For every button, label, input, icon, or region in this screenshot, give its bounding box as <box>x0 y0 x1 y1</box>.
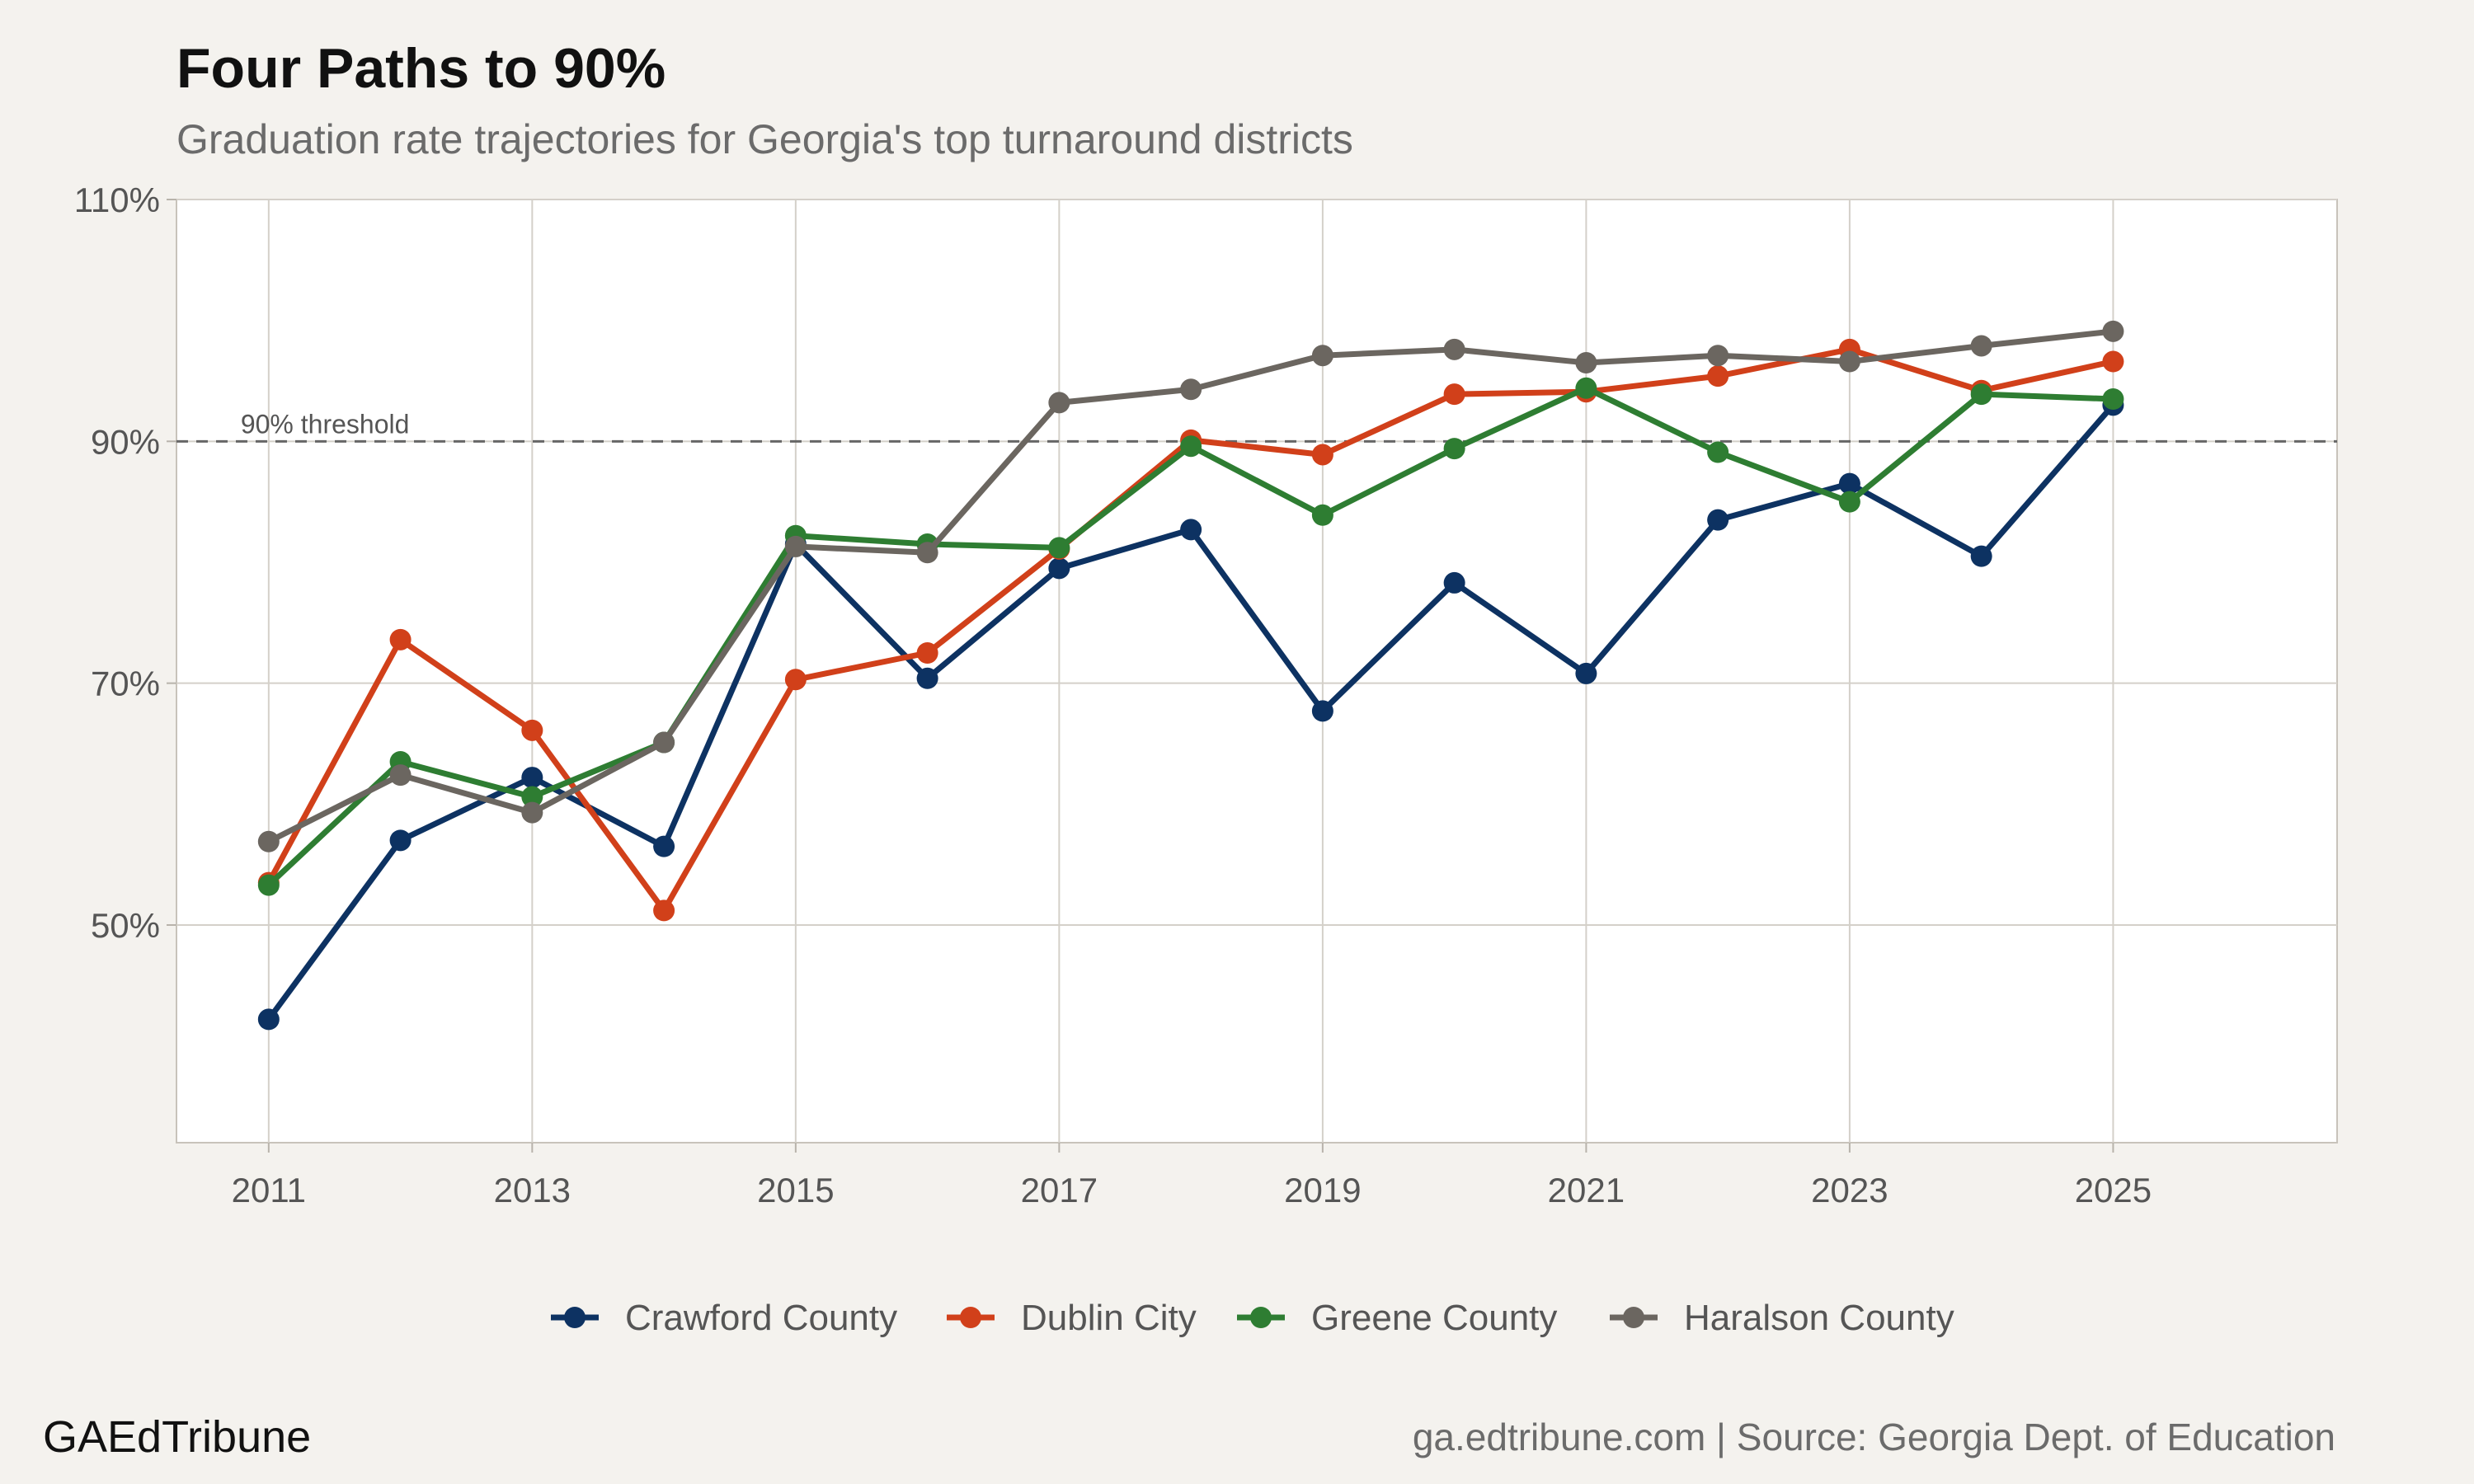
data-point-haralson-county <box>389 764 412 787</box>
x-tick-label: 2025 <box>2075 1171 2152 1209</box>
x-tick-label: 2011 <box>232 1171 306 1209</box>
data-point-haralson-county <box>1707 345 1729 367</box>
data-point-greene-county <box>2102 388 2124 410</box>
data-point-haralson-county <box>653 731 675 754</box>
data-point-crawford-county <box>653 835 675 857</box>
data-point-crawford-county <box>521 767 543 789</box>
data-point-dublin-city <box>1311 444 1333 466</box>
legend-label-dublin-city: Dublin City <box>1021 1298 1197 1338</box>
axis-labels: 2011 2013 2015 2017 2019 2021 2023 2025 50% 70% 90… <box>74 181 2152 1209</box>
y-tick-label: 90% <box>91 422 160 461</box>
data-point-haralson-county <box>1575 352 1597 373</box>
x-tick-label: 2013 <box>494 1171 571 1209</box>
source-credit: ga.edtribune.com | Source: Georgia Dept.… <box>1412 1416 2335 1458</box>
y-tick-label: 50% <box>91 906 160 945</box>
data-point-greene-county <box>1970 383 1992 406</box>
data-point-crawford-county <box>1575 662 1597 684</box>
data-point-crawford-county <box>1311 700 1333 722</box>
data-point-greene-county <box>1838 491 1860 513</box>
chart-subtitle: Graduation rate trajectories for Georgia… <box>176 116 1353 162</box>
legend-label-greene-county: Greene County <box>1311 1298 1557 1338</box>
data-point-dublin-city <box>1443 383 1465 406</box>
legend-label-crawford-county: Crawford County <box>625 1298 897 1338</box>
x-tick-label: 2023 <box>1811 1171 1888 1209</box>
series-group <box>257 320 2124 1031</box>
data-point-haralson-county <box>2102 320 2124 342</box>
data-point-greene-county <box>1311 504 1333 526</box>
data-point-dublin-city <box>916 642 938 664</box>
x-tick-label: 2017 <box>1021 1171 1098 1209</box>
x-tick-label: 2015 <box>757 1171 834 1209</box>
data-point-haralson-county <box>521 801 543 824</box>
data-point-greene-county <box>1180 435 1202 458</box>
data-point-greene-county <box>257 874 280 896</box>
data-point-dublin-city <box>2102 350 2124 373</box>
data-point-haralson-county <box>1443 338 1465 360</box>
data-point-haralson-county <box>1180 378 1202 401</box>
threshold-label: 90% threshold <box>241 409 410 439</box>
legend-marker-haralson-county <box>1623 1307 1644 1328</box>
data-point-crawford-county <box>1970 545 1992 567</box>
data-point-crawford-county <box>1838 472 1860 495</box>
x-tick-label: 2019 <box>1284 1171 1361 1209</box>
data-point-greene-county <box>521 786 543 808</box>
plot-area <box>176 199 2338 1144</box>
y-tick-label: 70% <box>91 665 160 703</box>
data-point-greene-county <box>1443 438 1465 460</box>
data-point-crawford-county <box>1180 519 1202 541</box>
data-point-haralson-county <box>1970 335 1992 357</box>
data-point-crawford-county <box>257 1008 280 1031</box>
data-point-haralson-county <box>916 542 938 564</box>
legend-marker-dublin-city <box>960 1307 981 1328</box>
y-tick-label: 110% <box>74 181 160 219</box>
data-point-crawford-county <box>1707 509 1729 531</box>
data-point-greene-county <box>1707 441 1729 463</box>
legend-marker-crawford-county <box>564 1307 586 1328</box>
data-point-crawford-county <box>1443 571 1465 594</box>
data-point-greene-county <box>1048 537 1070 559</box>
data-point-haralson-county <box>1311 345 1333 367</box>
legend: Crawford County Dublin City Greene County H… <box>551 1298 1954 1338</box>
data-point-haralson-county <box>1838 350 1860 373</box>
data-point-dublin-city <box>521 719 543 741</box>
chart-title: Four Paths to 90% <box>176 37 666 100</box>
data-point-dublin-city <box>389 628 412 650</box>
brand-name: GAEdTribune <box>43 1412 312 1462</box>
data-point-dublin-city <box>653 899 675 922</box>
data-point-dublin-city <box>1707 365 1729 387</box>
legend-marker-greene-county <box>1250 1307 1272 1328</box>
data-point-crawford-county <box>1048 557 1070 580</box>
data-point-dublin-city <box>784 669 807 691</box>
legend-label-haralson-county: Haralson County <box>1684 1298 1954 1338</box>
data-point-haralson-county <box>1048 392 1070 414</box>
x-tick-label: 2021 <box>1548 1171 1625 1209</box>
threshold-group: 90% threshold <box>176 409 2337 443</box>
data-point-haralson-county <box>257 830 280 852</box>
data-point-crawford-county <box>389 829 412 852</box>
data-point-greene-county <box>1575 377 1597 399</box>
data-point-haralson-county <box>784 535 807 557</box>
data-point-crawford-county <box>916 667 938 689</box>
